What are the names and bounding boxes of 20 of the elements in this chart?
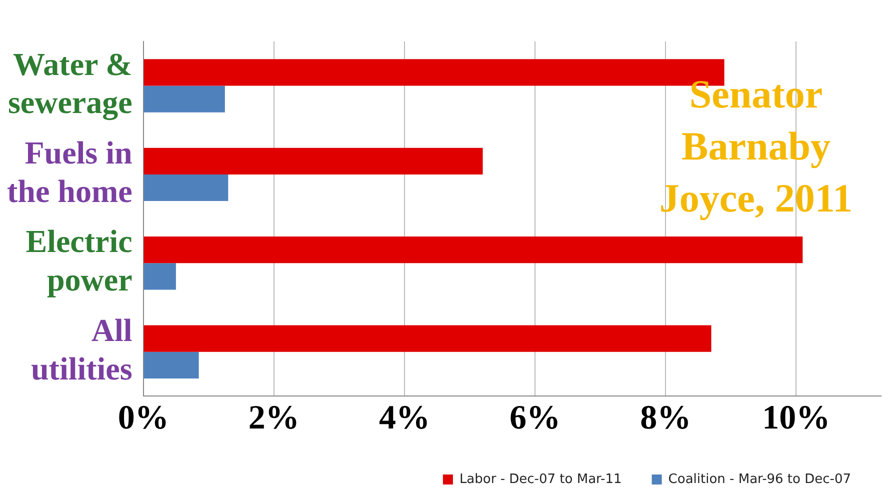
y-tick-label: Water & sewerage: [8, 46, 132, 122]
x-tick-label: 8%: [640, 399, 692, 436]
bar: [144, 86, 225, 112]
x-tick-label: 4%: [378, 399, 430, 436]
legend-label: Labor - Dec-07 to Mar-11: [459, 472, 622, 487]
legend-label: Coalition - Mar-96 to Dec-07: [668, 472, 852, 487]
x-tick-label: 6%: [510, 399, 561, 436]
bar: [144, 236, 803, 264]
y-tick-label: Fuels in the home: [7, 134, 133, 209]
y-tick-label: All utilities: [30, 312, 132, 386]
x-tick-label: 0%: [118, 399, 169, 436]
bar: [144, 148, 483, 174]
annotation: Senator Barnaby Joyce, 2011: [659, 72, 853, 221]
bar: [144, 325, 712, 352]
x-tick-label: 10%: [762, 399, 830, 436]
y-tick-label: Electric power: [26, 223, 132, 298]
x-tick-label: 2%: [248, 399, 300, 436]
bar: [144, 352, 199, 378]
bar: [144, 263, 176, 290]
bar: [144, 174, 228, 202]
